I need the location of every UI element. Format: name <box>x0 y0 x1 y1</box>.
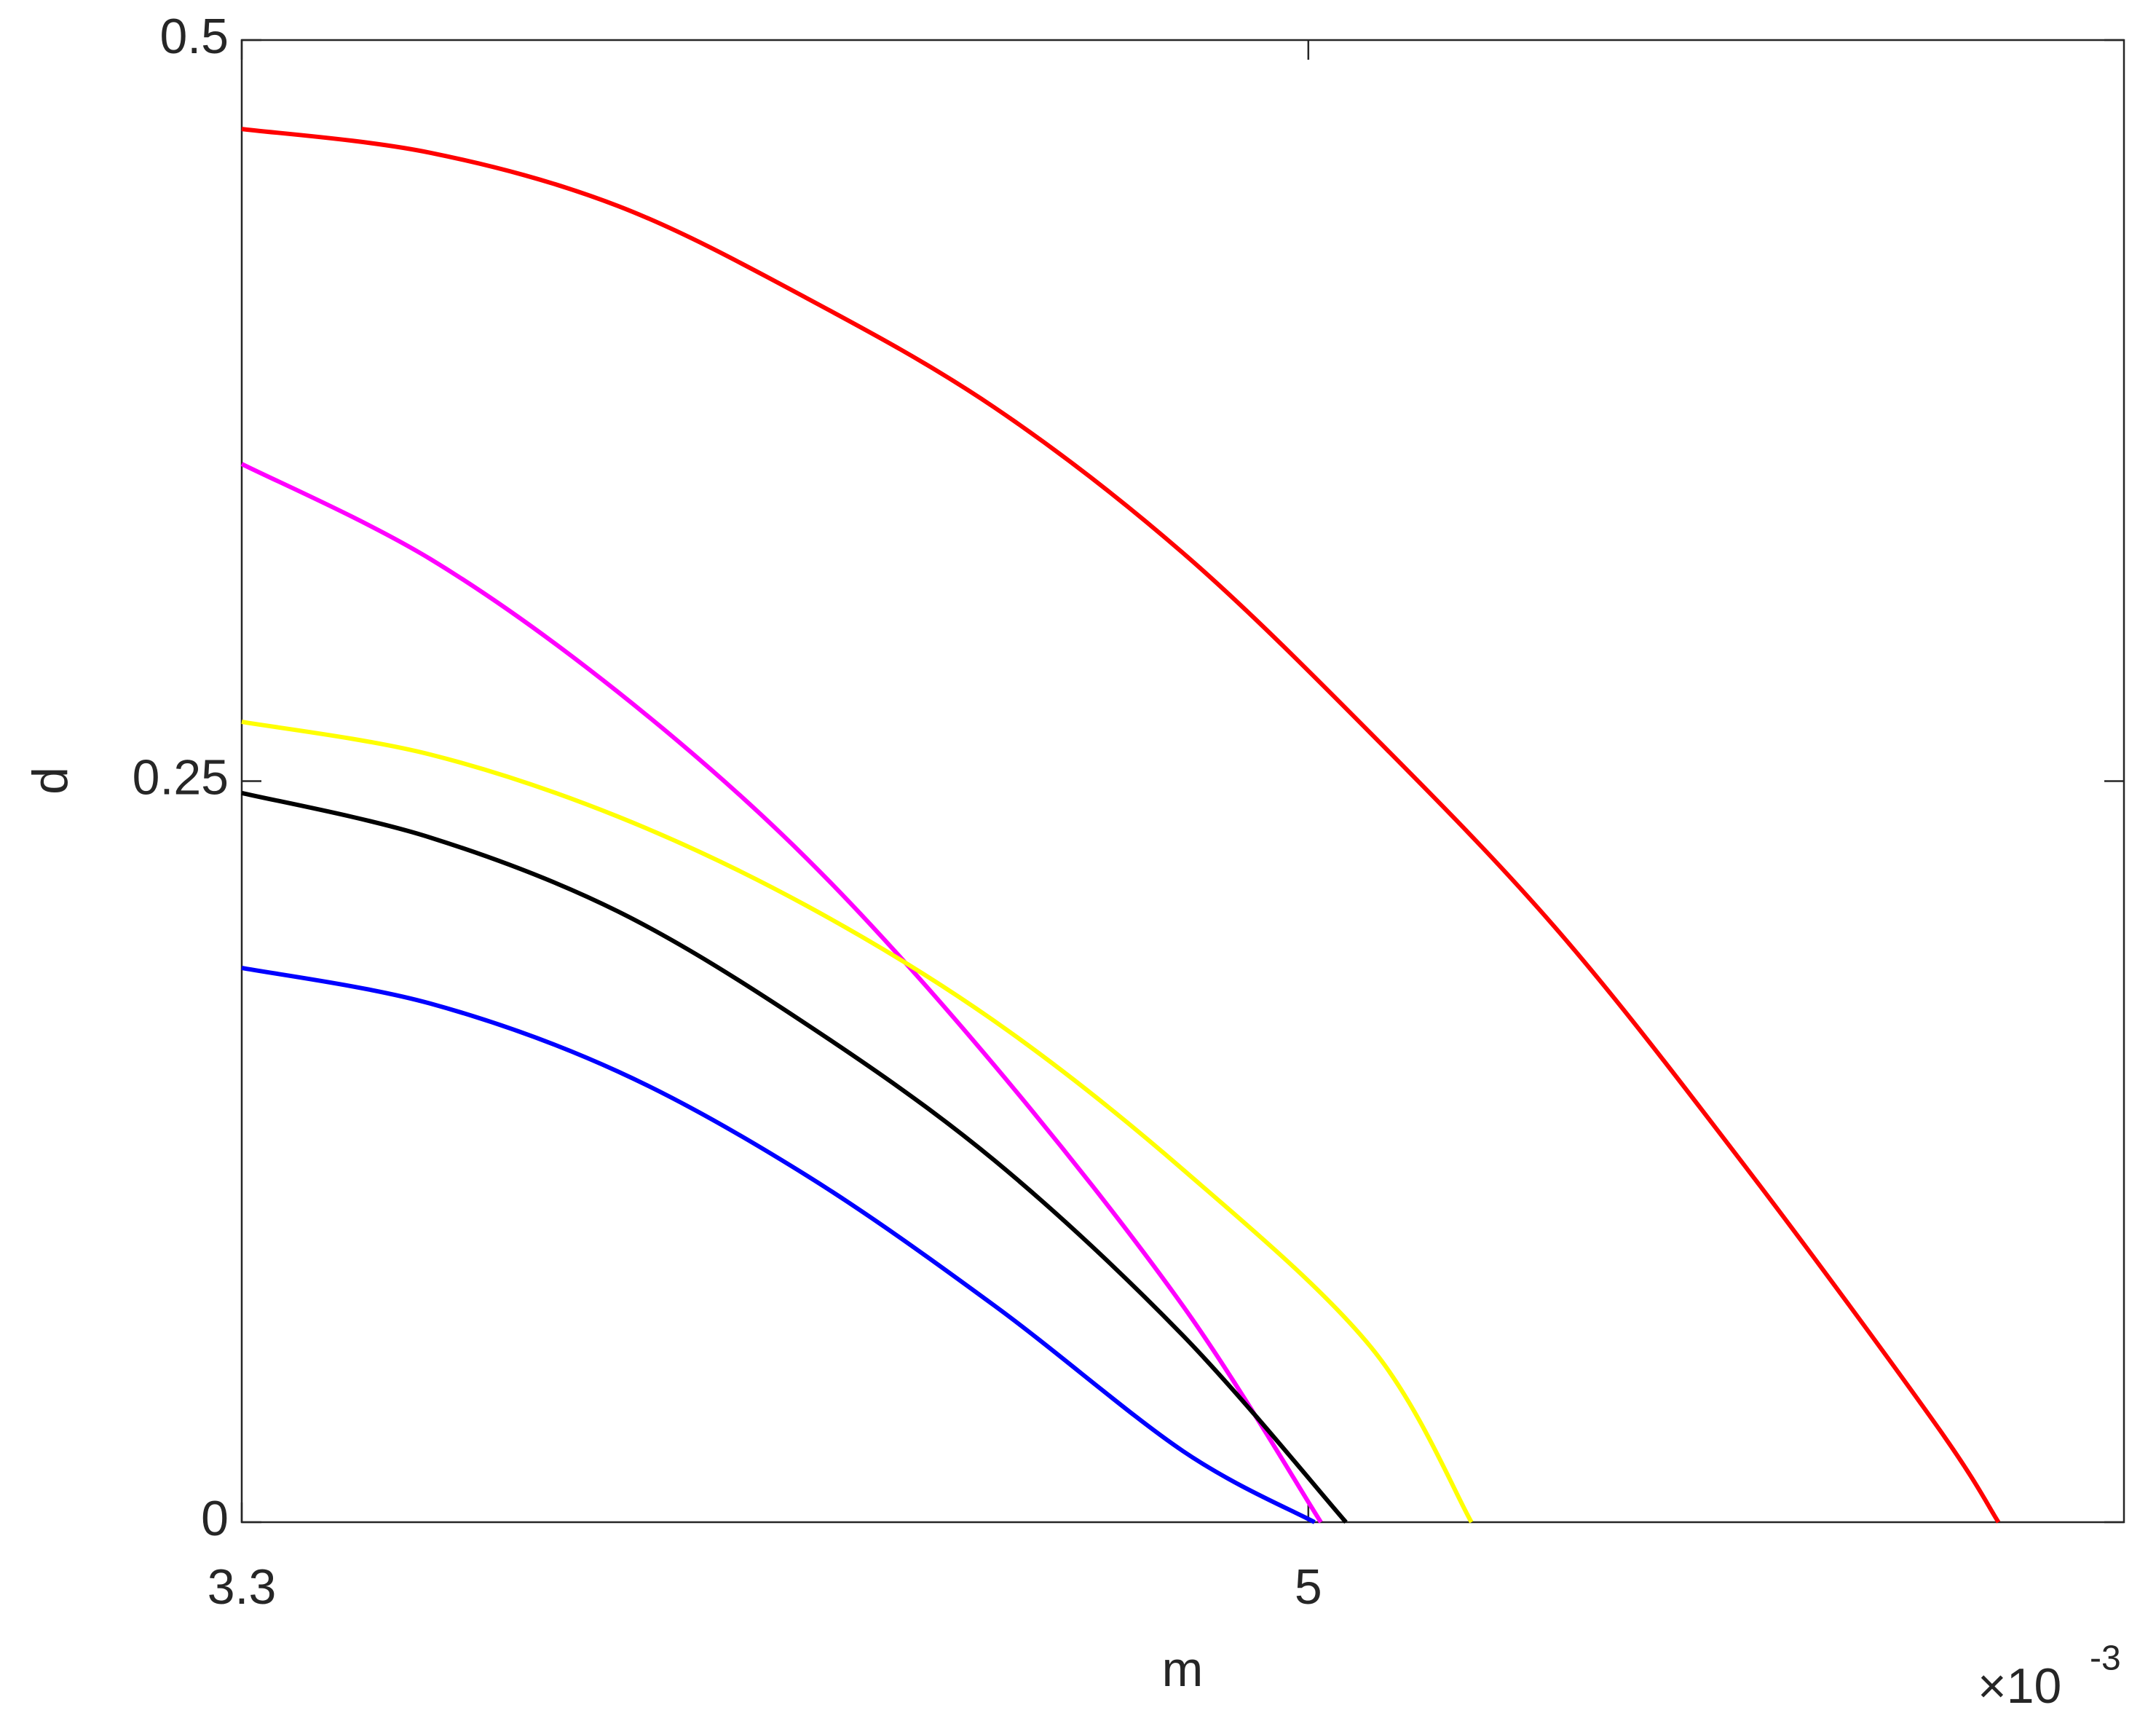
series-line <box>241 720 1474 1524</box>
x-tick-label: 5 <box>1295 1559 1322 1615</box>
y-tick-label: 0 <box>201 1491 229 1546</box>
x-multiplier: ×10 <box>1978 1658 2061 1713</box>
y-axis-label: d <box>23 767 78 795</box>
y-tick-label: 0.5 <box>159 9 229 64</box>
x-exponent: -3 <box>2090 1639 2121 1678</box>
series-line <box>241 965 1316 1524</box>
series-line <box>240 462 1323 1524</box>
y-tick-label: 0.25 <box>133 749 229 805</box>
x-axis-label: m <box>1162 1642 1204 1697</box>
plot-area <box>240 39 2125 1524</box>
series-line <box>241 790 1348 1524</box>
series-line <box>241 127 2001 1524</box>
x-tick-label: 3.3 <box>208 1559 277 1615</box>
